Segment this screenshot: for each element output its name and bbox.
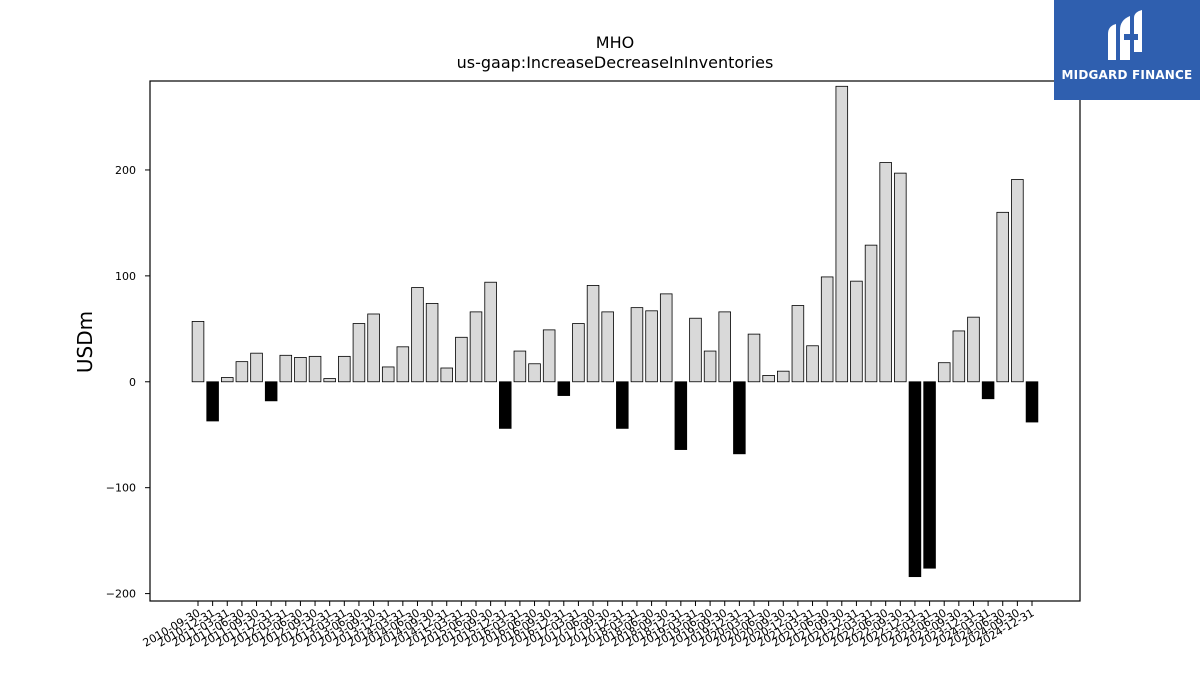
bar — [221, 377, 234, 383]
y-tick-label: −200 — [106, 588, 136, 601]
bar — [718, 311, 731, 383]
bar — [879, 162, 892, 383]
chart-subtitle: us-gaap:IncreaseDecreaseInInventories — [457, 53, 774, 72]
bar — [250, 352, 263, 383]
bar — [791, 305, 805, 383]
bar — [689, 317, 702, 383]
y-axis-label: USDm — [73, 311, 97, 373]
bar — [777, 370, 790, 383]
bar — [206, 381, 219, 422]
bar — [455, 336, 468, 383]
bar — [616, 381, 629, 429]
bar — [806, 345, 819, 383]
bar — [425, 302, 439, 383]
bar — [396, 346, 410, 383]
bar — [967, 316, 980, 383]
bar — [850, 280, 863, 383]
bar — [557, 381, 571, 396]
bar — [645, 310, 658, 383]
bar — [820, 276, 834, 383]
midgard-logo-icon — [1108, 10, 1142, 60]
bar — [235, 361, 249, 383]
bar — [894, 172, 907, 383]
bar — [908, 381, 922, 578]
y-tick-label: 100 — [115, 270, 136, 283]
bar — [674, 381, 688, 450]
bar — [294, 357, 307, 383]
bar — [601, 311, 614, 383]
bar — [323, 378, 336, 383]
bar — [586, 284, 600, 383]
bar — [440, 367, 453, 383]
y-tick-label: 200 — [115, 164, 136, 177]
plot-frame — [149, 80, 1081, 602]
bar — [499, 381, 512, 429]
bar — [191, 321, 205, 383]
chart-title: MHO — [596, 33, 634, 52]
bar — [469, 311, 483, 383]
bar — [308, 355, 322, 383]
bar — [659, 293, 673, 383]
bar — [762, 375, 775, 383]
bar — [572, 323, 585, 383]
bar — [279, 354, 293, 383]
brand-logo: MIDGARD FINANCE — [1054, 0, 1200, 100]
bar — [864, 244, 878, 383]
bar — [338, 355, 351, 383]
brand-name: MIDGARD FINANCE — [1061, 68, 1193, 82]
bar — [630, 307, 644, 383]
bar — [367, 313, 380, 383]
bar — [1011, 179, 1024, 383]
bar — [411, 287, 424, 383]
bar — [542, 329, 556, 383]
bar — [733, 381, 746, 455]
bar — [835, 85, 849, 383]
bar — [981, 381, 995, 400]
bar — [996, 211, 1009, 383]
bar — [1025, 381, 1039, 423]
bar — [923, 381, 936, 569]
bar — [513, 350, 527, 383]
y-axis-ticks: −200 −100 0 100 200 — [106, 164, 150, 601]
bar — [937, 362, 951, 383]
bar — [952, 330, 966, 383]
bar — [381, 366, 395, 383]
x-axis-ticks: 2010-09-302010-12-312011-03-312011-06-30… — [141, 601, 1037, 650]
y-tick-label: 0 — [129, 376, 136, 389]
bar — [747, 333, 761, 383]
bar — [352, 323, 366, 383]
bar — [484, 281, 497, 383]
bar — [528, 363, 541, 383]
y-tick-label: −100 — [106, 482, 136, 495]
bar — [264, 381, 278, 402]
bar-group — [191, 85, 1039, 578]
bar — [703, 350, 717, 383]
